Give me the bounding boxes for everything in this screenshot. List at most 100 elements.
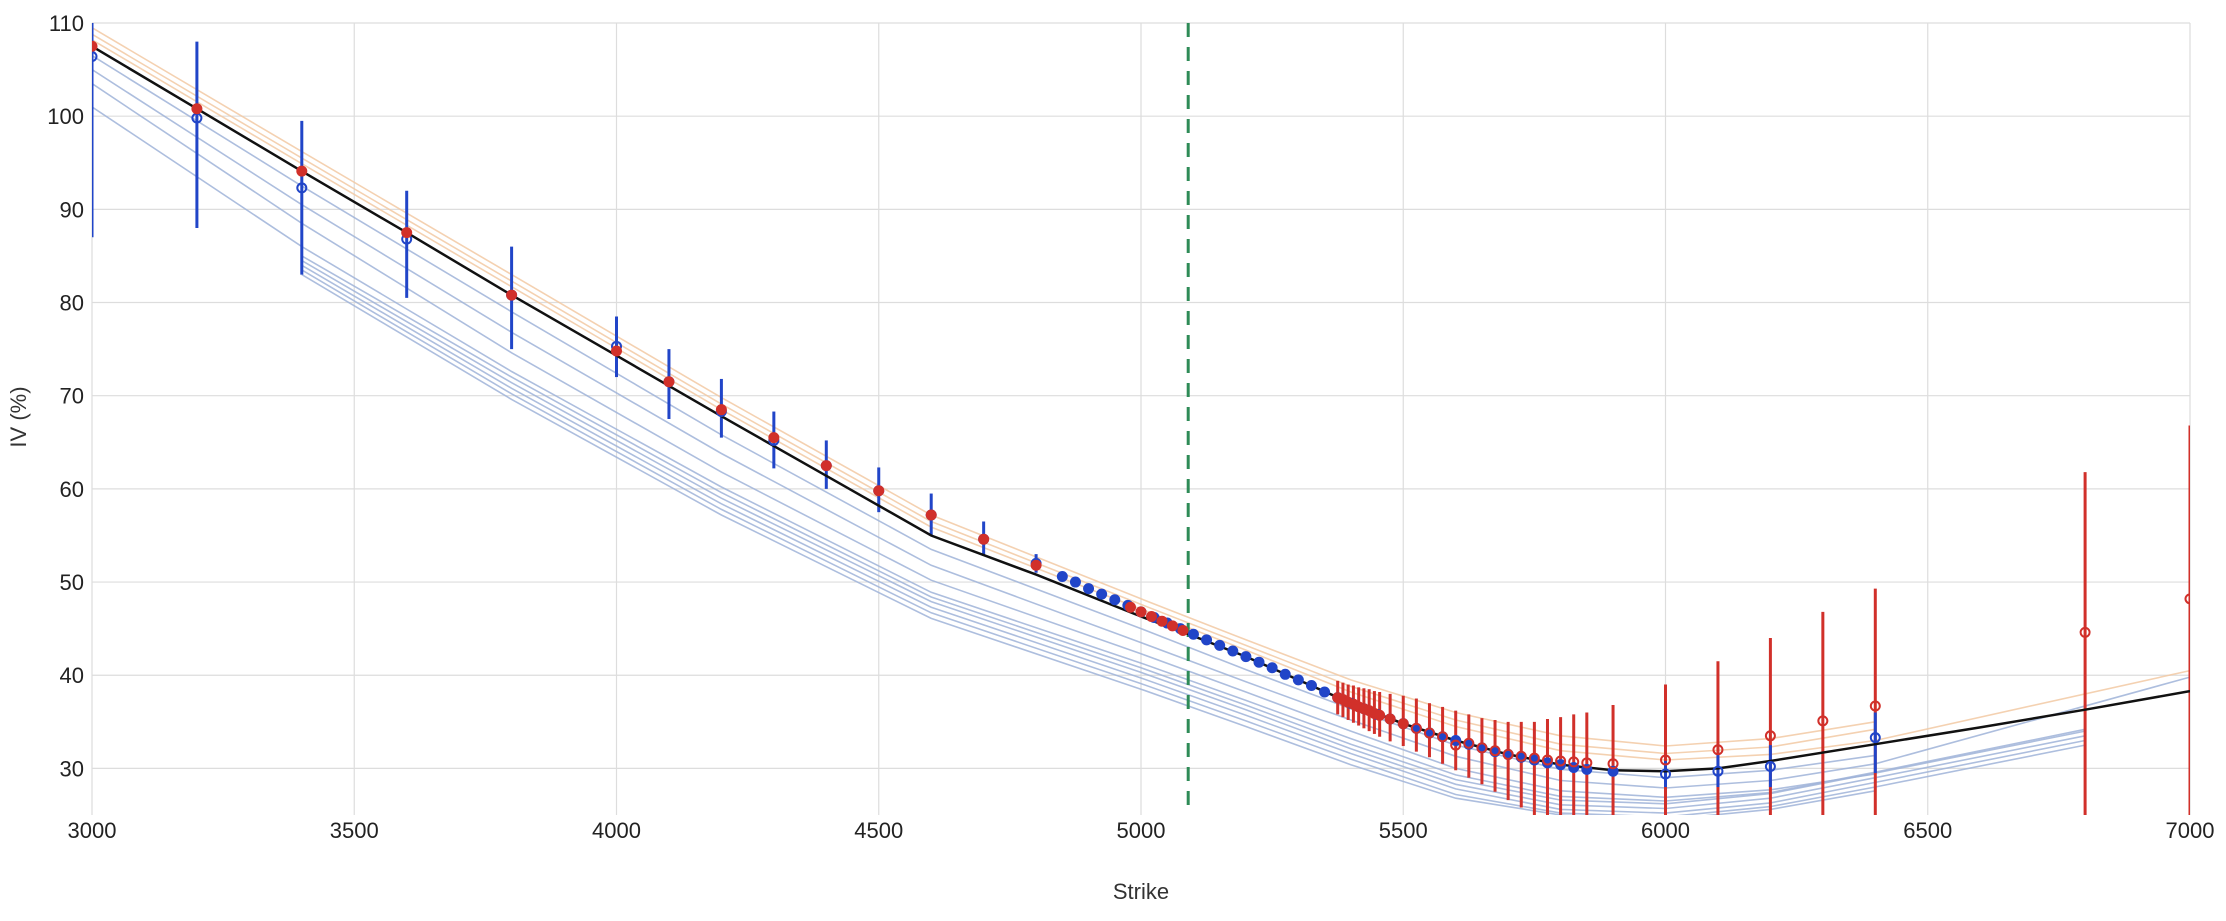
past-fit-line — [301, 269, 2086, 815]
call-point — [1555, 755, 1567, 767]
tick-labels: 3000 3500 4000 4500 5000 5500 6000 6500 7000 30 40… — [47, 11, 2214, 843]
y-tick-label: 70 — [60, 384, 84, 409]
call-point — [1437, 731, 1449, 743]
put-point — [1056, 570, 1068, 582]
put-point — [1712, 765, 1724, 777]
call-point — [1384, 713, 1396, 725]
past-fit-line — [92, 39, 2190, 761]
x-tick-label: 7000 — [2166, 818, 2215, 843]
put-point — [1305, 679, 1317, 691]
call-point — [1515, 750, 1527, 762]
call-point — [506, 289, 518, 301]
call-point — [1869, 700, 1881, 712]
quote-points — [92, 40, 2190, 780]
past-fit-line — [92, 33, 1876, 755]
y-tick-label: 80 — [60, 291, 84, 316]
y-tick-label: 100 — [47, 104, 84, 129]
put-point — [1240, 651, 1252, 663]
call-point — [1541, 754, 1553, 766]
past-fit-line — [301, 273, 1876, 815]
put-point — [1201, 634, 1213, 646]
put-point — [1266, 662, 1278, 674]
put-point — [1227, 645, 1239, 657]
put-point — [1292, 674, 1304, 686]
put-point — [1083, 583, 1095, 595]
call-point — [1607, 758, 1619, 770]
call-point — [1463, 737, 1475, 749]
past-fit-line — [92, 68, 2190, 789]
call-point — [2184, 593, 2190, 605]
put-point — [1764, 761, 1776, 773]
y-axis-title: IV (%) — [6, 386, 31, 447]
past-fit-line — [92, 106, 2086, 802]
put-point — [1607, 765, 1619, 777]
past-fit-line — [92, 82, 1876, 799]
call-point — [1660, 754, 1671, 766]
call-point — [191, 103, 203, 115]
call-point — [1135, 606, 1147, 618]
call-point — [401, 227, 413, 239]
x-tick-label: 5500 — [1379, 818, 1428, 843]
call-point — [1476, 742, 1488, 754]
put-point — [1214, 639, 1226, 651]
past-fit-line — [92, 54, 1876, 779]
put-point — [1660, 768, 1671, 780]
call-point — [1450, 739, 1462, 751]
put-point — [296, 182, 308, 194]
y-tick-label: 30 — [60, 756, 84, 781]
put-point — [1187, 628, 1199, 640]
put-point — [1319, 686, 1331, 698]
call-point — [1374, 709, 1386, 721]
x-tick-label: 6500 — [1903, 818, 1952, 843]
call-point — [296, 165, 308, 177]
call-point — [92, 40, 98, 52]
call-point — [1030, 559, 1042, 571]
put-point — [1279, 668, 1291, 680]
call-point — [1817, 715, 1829, 727]
x-tick-label: 3500 — [330, 818, 379, 843]
call-point — [1166, 620, 1178, 632]
call-point — [1712, 744, 1724, 756]
call-point — [1423, 727, 1435, 739]
call-point — [873, 485, 885, 497]
put-point — [1096, 588, 1108, 600]
x-tick-label: 5000 — [1117, 818, 1166, 843]
call-point — [768, 432, 780, 444]
y-tick-label: 50 — [60, 570, 84, 595]
past-fit-line — [92, 27, 1876, 747]
grid-lines — [91, 22, 2191, 815]
call-point — [1502, 748, 1514, 760]
put-point — [92, 51, 98, 63]
call-point — [1156, 615, 1168, 627]
call-point — [1125, 601, 1137, 613]
call-point — [1489, 745, 1501, 757]
call-point — [2079, 626, 2091, 638]
call-point — [978, 533, 990, 545]
x-axis-title: Strike — [1113, 879, 1169, 904]
call-point — [1528, 752, 1540, 764]
call-point — [1410, 722, 1422, 734]
y-tick-label: 40 — [60, 663, 84, 688]
call-point — [1568, 756, 1580, 768]
call-point — [820, 460, 832, 472]
call-point — [1145, 611, 1157, 623]
put-point — [1109, 594, 1121, 606]
past-fit-line — [301, 259, 2086, 810]
y-tick-label: 60 — [60, 477, 84, 502]
x-tick-label: 4000 — [592, 818, 641, 843]
call-point — [925, 509, 937, 521]
call-point — [1177, 625, 1189, 637]
call-point — [1397, 718, 1409, 730]
put-point — [1869, 732, 1881, 744]
y-tick-label: 110 — [49, 11, 84, 36]
call-point — [611, 345, 622, 357]
x-tick-label: 3000 — [68, 818, 117, 843]
y-tick-label: 90 — [60, 197, 84, 222]
call-point — [1764, 730, 1776, 742]
call-point — [715, 404, 727, 416]
x-tick-label: 6000 — [1641, 818, 1690, 843]
x-tick-label: 4500 — [854, 818, 903, 843]
call-point — [1581, 757, 1593, 769]
